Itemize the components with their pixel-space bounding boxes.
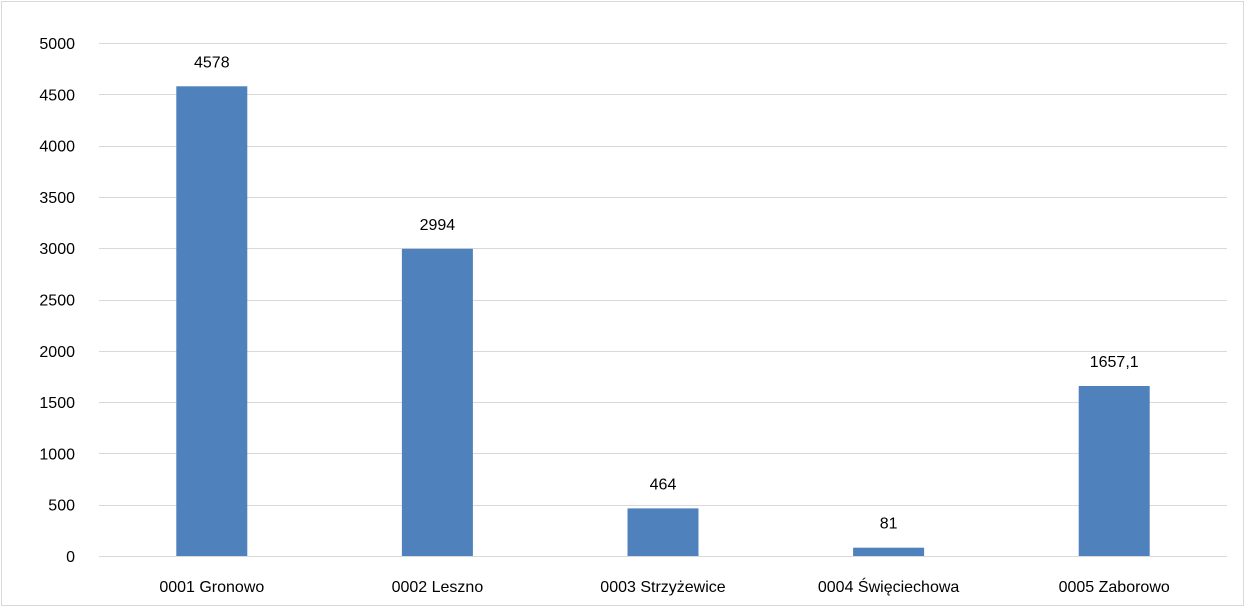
bar bbox=[176, 86, 248, 556]
data-labels: 4578 2994 464 81 1657,1 bbox=[194, 54, 1139, 532]
y-tick-label: 4500 bbox=[39, 87, 75, 104]
y-tick-label: 0 bbox=[66, 549, 75, 566]
bar bbox=[401, 248, 473, 556]
bars bbox=[176, 86, 1150, 556]
y-axis-ticks: 0 500 1000 1500 2000 2500 3000 3500 4000 4500 5000 bbox=[39, 36, 75, 566]
y-tick-label: 1500 bbox=[39, 395, 75, 412]
bar bbox=[853, 547, 925, 556]
y-tick-label: 3500 bbox=[39, 190, 75, 207]
bar bbox=[627, 508, 699, 556]
data-label: 4578 bbox=[194, 54, 230, 71]
y-tick-label: 2500 bbox=[39, 293, 75, 310]
data-label: 81 bbox=[880, 516, 898, 533]
x-tick-label: 0002 Leszno bbox=[392, 579, 484, 596]
data-label: 2994 bbox=[420, 217, 456, 234]
x-tick-label: 0004 Święciechowa bbox=[818, 577, 960, 596]
data-label: 464 bbox=[650, 476, 677, 493]
x-tick-label: 0003 Strzyżewice bbox=[600, 579, 725, 596]
y-tick-label: 5000 bbox=[39, 36, 75, 53]
x-tick-label: 0005 Zaborowo bbox=[1059, 579, 1170, 596]
y-tick-label: 500 bbox=[48, 498, 75, 515]
bar bbox=[1078, 385, 1150, 556]
y-tick-label: 1000 bbox=[39, 446, 75, 463]
gridlines bbox=[99, 43, 1227, 557]
x-tick-label: 0001 Gronowo bbox=[159, 579, 264, 596]
x-axis-ticks: 0001 Gronowo 0002 Leszno 0003 Strzyżewice 0… bbox=[159, 577, 1170, 596]
y-tick-label: 2000 bbox=[39, 344, 75, 361]
y-tick-label: 4000 bbox=[39, 139, 75, 156]
data-label: 1657,1 bbox=[1090, 354, 1139, 371]
y-tick-label: 3000 bbox=[39, 241, 75, 258]
